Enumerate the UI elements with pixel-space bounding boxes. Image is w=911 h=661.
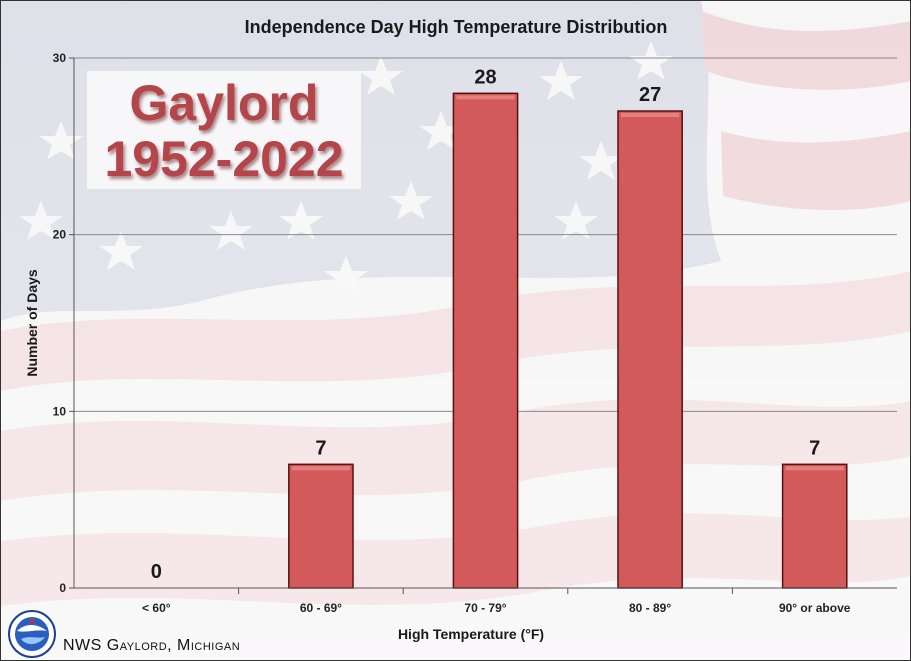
chart-title: Independence Day High Temperature Distri…: [245, 17, 668, 37]
x-axis-categories: < 60° 60 - 69° 70 - 79° 80 - 89° 90° or abov…: [142, 588, 851, 615]
data-label: 27: [639, 84, 661, 106]
y-axis-ticks: 0 10 20 30: [53, 51, 74, 595]
bar-highlight: [785, 466, 844, 471]
x-category-label: 80 - 89°: [629, 601, 671, 615]
bar: [781, 463, 848, 589]
badge-station-name: Gaylord: [129, 75, 319, 131]
data-label: 28: [474, 66, 496, 88]
badge-period: 1952-2022: [104, 131, 344, 187]
nws-logo-icon: [8, 610, 56, 658]
bars: 0 7 28 27 7: [151, 66, 848, 589]
x-axis-label: High Temperature (°F): [398, 626, 544, 642]
bar: [288, 463, 354, 589]
x-category-label: 60 - 69°: [300, 601, 342, 615]
bar: [617, 110, 683, 589]
x-category-label: 90° or above: [779, 601, 851, 615]
x-category-label: 70 - 79°: [464, 601, 506, 615]
y-tick-label: 10: [53, 404, 67, 418]
station-badge: Gaylord 1952-2022: [87, 71, 361, 189]
y-tick-label: 20: [53, 228, 67, 242]
bar-highlight: [456, 95, 515, 100]
y-axis-label: Number of Days: [24, 269, 40, 377]
data-label: 0: [151, 561, 162, 583]
x-category-label: < 60°: [142, 601, 171, 615]
footer-credit: NWS Gaylord, Michigan: [63, 637, 241, 654]
bar: [452, 92, 519, 589]
data-label: 7: [809, 437, 820, 459]
y-tick-label: 0: [59, 581, 66, 595]
bar-highlight: [621, 113, 680, 117]
bar-highlight: [291, 466, 350, 471]
y-tick-label: 30: [53, 51, 67, 65]
data-label: 7: [315, 437, 326, 459]
